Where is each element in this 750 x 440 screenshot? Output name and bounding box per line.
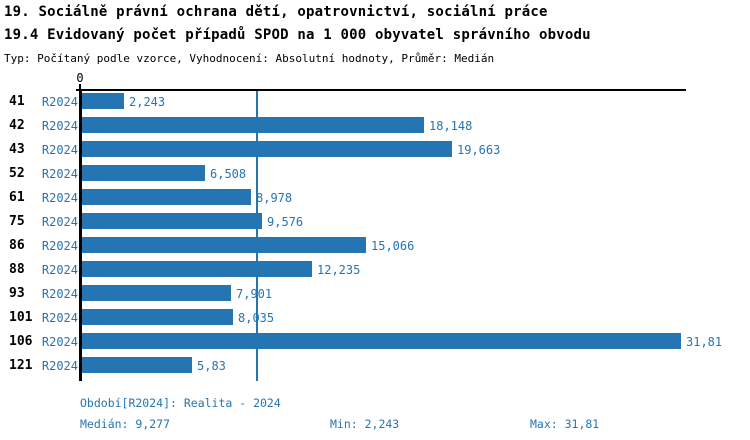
chart-row: 101 R2024 8,035 (0, 309, 750, 325)
bar (82, 141, 452, 157)
chart-row: 88 R2024 12,235 (0, 261, 750, 277)
category-label: 88 (9, 262, 25, 277)
bar (82, 189, 251, 205)
chart-row: 43 R2024 19,663 (0, 141, 750, 157)
series-label: R2024 (41, 215, 78, 229)
series-label: R2024 (41, 95, 78, 109)
series-label: R2024 (41, 263, 78, 277)
bar (82, 261, 312, 277)
series-label: R2024 (41, 191, 78, 205)
category-label: 93 (9, 286, 25, 301)
category-label: 43 (9, 142, 25, 157)
value-label: 2,243 (129, 95, 166, 109)
category-label: 106 (9, 334, 33, 349)
value-label: 8,978 (256, 191, 293, 205)
series-label: R2024 (41, 119, 78, 133)
value-label: 8,035 (238, 311, 275, 325)
value-label: 18,148 (429, 119, 473, 133)
value-label: 12,235 (317, 263, 361, 277)
axis-origin-label: 0 (76, 71, 84, 85)
stat-min: Min: 2,243 (330, 417, 400, 431)
category-label: 42 (9, 118, 25, 133)
series-label: R2024 (41, 143, 78, 157)
bar (82, 285, 231, 301)
value-label: 9,576 (267, 215, 304, 229)
category-label: 61 (9, 190, 25, 205)
value-label: 5,83 (197, 359, 226, 373)
chart-row: 106 R2024 31,81 (0, 333, 750, 349)
bar (82, 93, 124, 109)
value-label: 7,901 (236, 287, 273, 301)
chart-meta-info: Typ: Počítaný podle vzorce, Vyhodnocení:… (4, 52, 495, 65)
category-label: 52 (9, 166, 25, 181)
chart-row: 121 R2024 5,83 (0, 357, 750, 373)
value-label: 6,508 (210, 167, 247, 181)
series-label: R2024 (41, 287, 78, 301)
category-label: 86 (9, 238, 25, 253)
series-label: R2024 (41, 239, 78, 253)
series-label: R2024 (41, 311, 78, 325)
stat-max: Max: 31,81 (530, 417, 600, 431)
bar (82, 333, 681, 349)
chart-row: 61 R2024 8,978 (0, 189, 750, 205)
stat-median: Medián: 9,277 (80, 417, 171, 431)
value-label: 15,066 (371, 239, 415, 253)
bar (82, 309, 233, 325)
axis-zero-tick (79, 84, 81, 90)
page-title: 19. Sociálně právní ochrana dětí, opatro… (4, 4, 548, 20)
axis-left-line (79, 89, 82, 381)
bar (82, 165, 205, 181)
chart-row: 42 R2024 18,148 (0, 117, 750, 133)
bar (82, 213, 262, 229)
category-label: 121 (9, 358, 33, 373)
axis-top-line (76, 89, 686, 91)
chart-row: 86 R2024 15,066 (0, 237, 750, 253)
chart-row: 75 R2024 9,576 (0, 213, 750, 229)
bar (82, 237, 366, 253)
value-label: 19,663 (457, 143, 501, 157)
category-label: 75 (9, 214, 25, 229)
chart-row: 41 R2024 2,243 (0, 93, 750, 109)
bar (82, 117, 424, 133)
chart-row: 52 R2024 6,508 (0, 165, 750, 181)
series-label: R2024 (41, 359, 78, 373)
category-label: 41 (9, 94, 25, 109)
value-label: 31,81 (686, 335, 723, 349)
category-label: 101 (9, 310, 33, 325)
series-label: R2024 (41, 335, 78, 349)
bar (82, 357, 192, 373)
period-label: Období[R2024]: Realita - 2024 (80, 396, 281, 410)
chart-subtitle: 19.4 Evidovaný počet případů SPOD na 1 0… (4, 27, 591, 43)
median-line (256, 91, 258, 381)
chart-row: 93 R2024 7,901 (0, 285, 750, 301)
series-label: R2024 (41, 167, 78, 181)
